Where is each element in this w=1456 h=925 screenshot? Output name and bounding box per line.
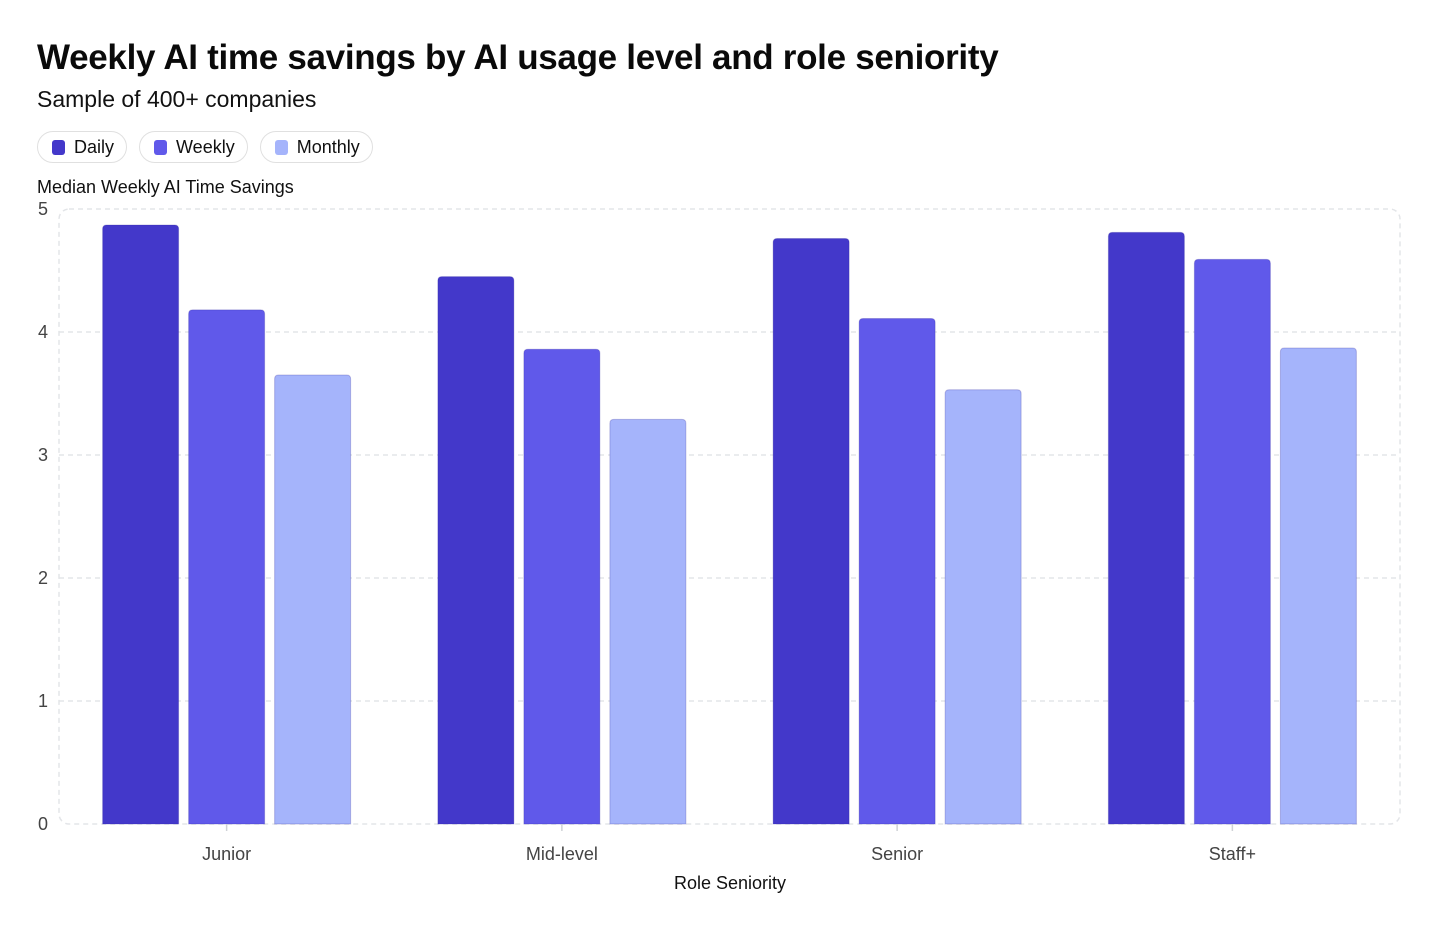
legend-label-daily: Daily [74, 136, 115, 157]
y-axis-label: Median Weekly AI Time Savings [37, 177, 294, 197]
bar-senior-monthly [944, 389, 1022, 825]
legend-item-monthly[interactable]: Monthly [259, 131, 373, 163]
bar-junior-daily [102, 224, 180, 825]
x-tick-label-staff-: Staff+ [1209, 844, 1256, 864]
bar-staff--daily [1107, 231, 1185, 825]
legend-swatch-monthly [274, 139, 288, 155]
y-tick-label-2: 2 [38, 568, 48, 588]
legend-swatch-daily [52, 139, 65, 155]
chart-title: Weekly AI time savings by AI usage level… [37, 38, 999, 77]
x-tick-label-mid-level: Mid-level [526, 844, 598, 864]
x-tick-label-senior: Senior [871, 844, 923, 864]
chart-subtitle: Sample of 400+ companies [37, 86, 317, 112]
plot-frame [58, 208, 1401, 825]
bar-staff--weekly [1193, 258, 1271, 825]
legend-label-monthly: Monthly [296, 136, 360, 157]
y-tick-label-5: 5 [38, 199, 48, 219]
y-tick-label-3: 3 [38, 445, 48, 465]
y-tick-label-0: 0 [38, 814, 48, 834]
bar-mid-level-weekly [523, 348, 601, 825]
bar-senior-weekly [858, 317, 936, 825]
x-axis-label: Role Seniority [673, 873, 787, 893]
x-tick-label-junior: Junior [202, 844, 251, 864]
legend-item-daily[interactable]: Daily [37, 131, 128, 163]
bar-senior-daily [772, 238, 850, 825]
bar-mid-level-daily [437, 276, 515, 825]
bar-mid-level-monthly [609, 418, 687, 825]
bar-junior-weekly [188, 309, 266, 825]
legend-swatch-weekly [154, 139, 168, 155]
bar-junior-monthly [274, 374, 352, 825]
legend-label-weekly: Weekly [176, 136, 235, 157]
y-tick-label-1: 1 [38, 691, 48, 711]
legend: Daily Weekly Monthly [37, 131, 373, 163]
y-tick-label-4: 4 [38, 322, 48, 342]
bar-staff--monthly [1279, 347, 1357, 825]
legend-item-weekly[interactable]: Weekly [139, 131, 248, 163]
